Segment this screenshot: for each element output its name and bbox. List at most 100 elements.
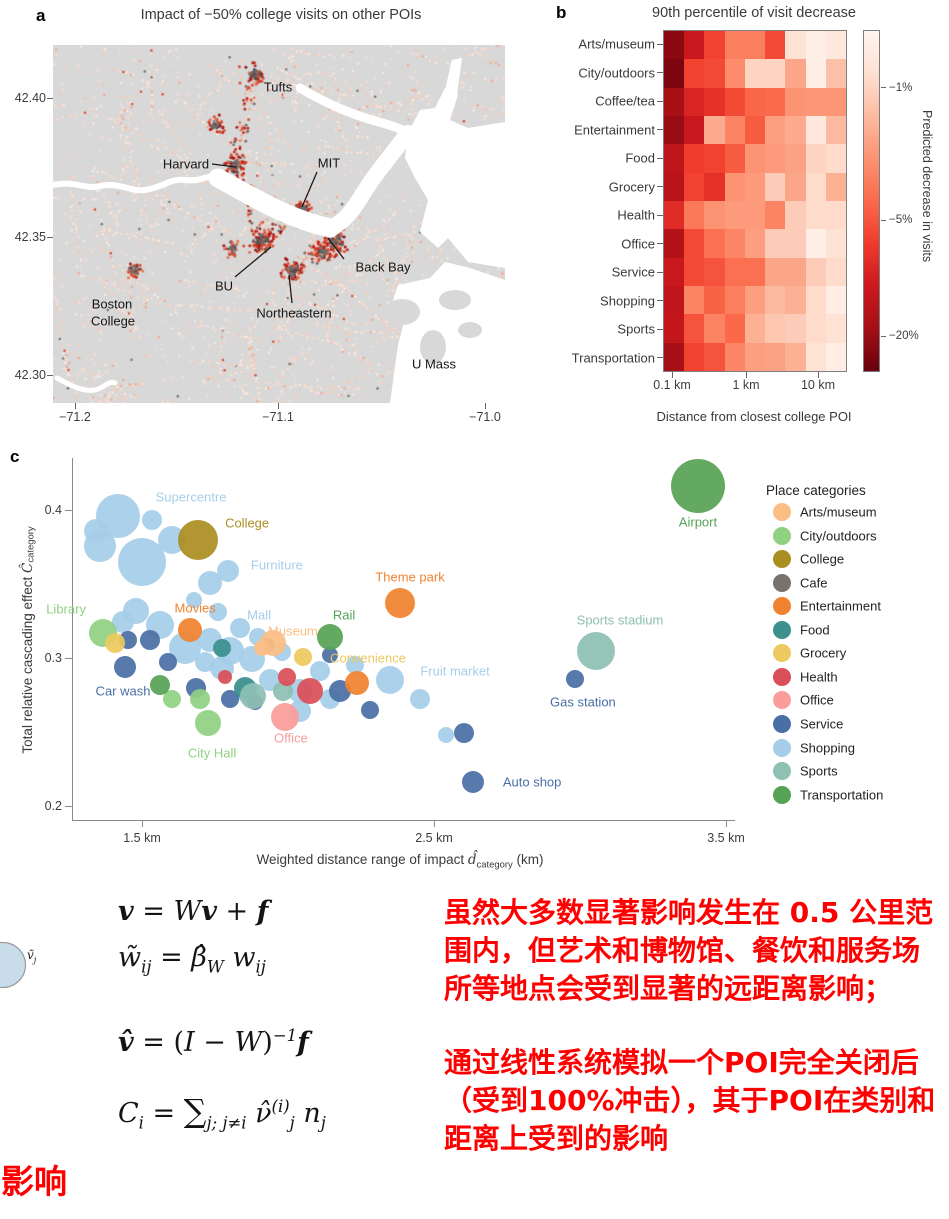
heatmap-cell [765,31,786,60]
heatmap-cell [765,257,786,286]
formula-segment: w̃ [118,942,142,973]
x-axis-spine [72,820,735,821]
heatmap-cell [825,31,846,60]
formula-segment: (i) [271,1096,290,1116]
panel-c-letter: c [10,447,20,466]
legend-label-city-outdoors: City/outdoors [800,528,877,544]
point-label-rail: Rail [332,607,356,623]
bubble-unlabeled [112,611,135,634]
heatmap-cell [825,257,846,286]
bubble-unlabeled [105,633,126,654]
heatmap-cell [744,286,766,315]
heatmap-cell [785,286,806,315]
point-label-auto-shop: Auto shop [502,774,562,790]
heatmap-cell [825,87,846,116]
heatmap-cell [684,201,705,230]
a-x-tick-label: −71.0 [469,410,501,424]
formula-segment: W [206,957,224,977]
bubble-unlabeled [344,671,369,696]
heatmap-cell [785,59,806,88]
point-label-furniture: Furniture [250,557,303,573]
heatmap-cell [724,116,745,145]
heatmap-cell [765,144,786,173]
bubble-unlabeled [163,690,182,709]
heatmap-cell [664,31,685,60]
heatmap-cell [785,172,806,201]
node-symbol: ṽ [27,948,34,962]
bubble-college [178,519,219,560]
heatmap-cell [785,31,806,60]
heatmap-cell [805,314,826,343]
formula-row-3: v̂ = (I − W)−1f [118,1026,309,1058]
legend-swatch-shopping [773,738,791,757]
bubble-unlabeled [220,690,239,709]
c-x-tickmark [725,820,727,827]
legend-swatch-grocery [773,644,791,663]
formula-segment: f [297,1027,309,1059]
b-row-tickmark [657,328,663,330]
poi-node-circle [0,942,26,988]
heatmap-cell [744,257,766,286]
b-row-tickmark [657,243,663,245]
heatmap-cell [805,257,826,286]
bubble-unlabeled [296,677,323,704]
node-subscript: j [33,954,37,965]
legend-swatch-food [773,620,791,639]
point-label-sports-stadium: Sports stadium [576,612,664,628]
heatmap-cell [684,87,705,116]
heatmap-cell [765,59,786,88]
panel-a-title: Impact of −50% college visits on other P… [140,7,422,23]
bubble-unlabeled [278,668,297,687]
heatmap-cell [744,59,766,88]
heatmap-cell [704,116,725,145]
formula-segment: v [118,896,134,927]
bubble-unlabeled [322,647,339,664]
legend-swatch-cafe [773,573,791,592]
formula-segment: −1 [272,1026,298,1045]
boston-impact-map [53,45,505,403]
point-label-city-hall: City Hall [187,745,237,761]
heatmap-cell [724,59,745,88]
legend-label-grocery: Grocery [800,645,847,661]
heatmap-xlabel: Distance from closest college POI [656,409,852,424]
bubble-unlabeled [437,726,454,743]
b-row-tickmark [657,300,663,302]
point-label-college: College [225,515,270,531]
heatmap-cell [664,229,685,258]
heatmap-cell [785,314,806,343]
formula-segment: = [143,1098,184,1129]
heatmap-row-label: Sports [617,321,655,337]
b-row-tickmark [657,357,663,359]
heatmap-cell [825,144,846,173]
map-label-college: College [90,313,136,329]
heatmap-cell [724,342,745,371]
cb-tickmark [881,335,886,337]
heatmap-cell [704,87,725,116]
poi-node-label: ṽj [27,948,36,964]
heatmap-cell [724,87,745,116]
heatmap-cell [825,314,846,343]
map-label-boston: Boston [91,296,133,312]
heatmap-cell [744,342,766,371]
heatmap-cell [704,229,725,258]
a-x-tickmark [277,403,279,409]
legend-label-food: Food [800,622,830,638]
legend-label-college: College [800,551,845,567]
bubble-unlabeled [195,652,216,673]
map-label-u-mass: U Mass [411,356,457,372]
legend-label-health: Health [800,669,838,685]
heatmap-cell [805,116,826,145]
point-label-fruit-market: Fruit market [420,663,490,679]
heatmap-cell [744,201,766,230]
bubble-unlabeled [141,510,162,531]
legend-label-arts-museum: Arts/museum [800,504,877,520]
heatmap-cell [684,116,705,145]
heatmap-cell [805,342,826,371]
b-row-tickmark [657,72,663,74]
bubble-airport [670,459,725,514]
a-x-tickmark [484,403,486,409]
point-label-car-wash: Car wash [95,683,151,699]
heatmap-cell [724,31,745,60]
heatmap-row-label: City/outdoors [578,65,655,81]
formula-segment: C [118,1098,139,1129]
